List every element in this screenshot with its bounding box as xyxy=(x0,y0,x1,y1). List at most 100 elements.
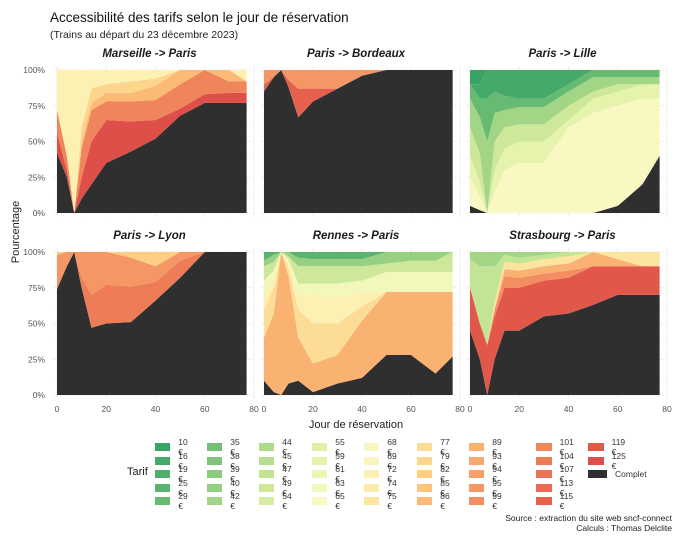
legend-key xyxy=(259,470,275,479)
area-95-paris-lyon xyxy=(57,252,247,295)
panel-title-paris-lyon: Paris -> Lyon xyxy=(113,230,186,242)
legend-label: 86 € xyxy=(440,491,450,512)
x-tick-label: 40 xyxy=(564,404,574,414)
legend-label: 82 € xyxy=(440,464,450,485)
legend-key xyxy=(417,497,433,506)
legend-key xyxy=(588,443,604,451)
area-89-strasbourg-paris xyxy=(470,252,660,345)
legend-item: 82 € xyxy=(417,464,453,484)
legend-label: 38 € xyxy=(230,450,240,471)
legend-label: 25 € xyxy=(178,477,188,498)
legend-key xyxy=(469,497,485,506)
legend-item: 38 € xyxy=(207,451,243,471)
legend-label: 47 € xyxy=(282,464,292,485)
legend-key xyxy=(364,470,380,479)
legend-label: 55 € xyxy=(335,437,345,457)
panel-title-paris-lille: Paris -> Lille xyxy=(528,48,597,60)
area-72-rennes-paris xyxy=(264,252,453,324)
y-tick-label: 100% xyxy=(23,65,45,75)
legend-key xyxy=(312,470,328,479)
panel-title-strasbourg-paris: Strasbourg -> Paris xyxy=(509,230,615,242)
legend-label: 74 € xyxy=(387,477,397,498)
y-tick-label: 100% xyxy=(23,247,45,257)
legend-item: 69 € xyxy=(364,451,400,471)
legend-label: 94 € xyxy=(492,464,502,485)
legend-item: Complet xyxy=(588,468,647,480)
legend-item: 99 € xyxy=(469,491,505,511)
area-72-marseille-paris xyxy=(57,70,247,213)
legend-key xyxy=(417,443,433,451)
legend-key xyxy=(207,470,223,479)
legend-label: 119 € xyxy=(611,437,626,457)
legend-item: 86 € xyxy=(417,491,453,511)
area-42-paris-lille xyxy=(470,77,660,214)
legend-item: 59 € xyxy=(312,451,348,471)
legend-label: 104 € xyxy=(559,450,574,471)
area-89-rennes-paris xyxy=(264,252,453,395)
legend-label: 77 € xyxy=(440,437,450,457)
legend-key xyxy=(312,497,328,506)
chart-subtitle: (Trains au départ du 23 décembre 2023) xyxy=(50,29,239,41)
legend-key xyxy=(417,470,433,479)
legend-item: 54 € xyxy=(259,491,295,511)
legend-item: 125 € xyxy=(588,451,629,471)
legend-title: Tarif xyxy=(127,466,148,478)
area-complet-paris-lyon xyxy=(57,252,247,395)
legend-label: 99 € xyxy=(492,491,502,512)
area-29-paris-lille xyxy=(470,70,660,142)
legend-label: 42 € xyxy=(230,491,240,512)
legend-label: 45 € xyxy=(282,450,292,471)
legend-item: 85 € xyxy=(417,478,453,498)
y-tick-label: 25% xyxy=(28,172,45,182)
legend-item: 19 € xyxy=(155,464,191,484)
area-49-paris-lille xyxy=(470,84,660,213)
legend-label: 95 € xyxy=(492,477,502,498)
area-59-paris-lille xyxy=(470,84,660,213)
legend-item: 35 € xyxy=(207,437,243,457)
legend-label: Complet xyxy=(615,469,647,480)
legend-key xyxy=(155,456,171,465)
area-125-marseille-paris xyxy=(57,92,247,213)
area-16-paris-lille xyxy=(470,70,660,99)
y-tick-label: 75% xyxy=(28,101,45,111)
legend-label: 49 € xyxy=(282,477,292,498)
legend-item: 47 € xyxy=(259,464,295,484)
legend-label: 115 € xyxy=(559,491,574,512)
x-tick-label: 80 xyxy=(662,404,672,414)
legend-label: 79 € xyxy=(440,450,450,471)
legend-key xyxy=(536,470,552,479)
legend-key xyxy=(469,456,485,465)
legend-item: 68 € xyxy=(364,437,400,457)
legend-label: 75 € xyxy=(387,491,397,512)
legend-label: 35 € xyxy=(230,437,240,457)
legend-key xyxy=(469,470,485,479)
area-complet-paris-lille xyxy=(470,155,660,213)
area-75-strasbourg-paris xyxy=(470,252,660,345)
legend-key xyxy=(469,483,485,492)
legend-item: 115 € xyxy=(536,491,577,511)
x-tick-label: 60 xyxy=(613,404,623,414)
panel-title-paris-bordeaux: Paris -> Bordeaux xyxy=(307,48,406,60)
legend-item: 39 € xyxy=(207,464,243,484)
legend-item: 63 € xyxy=(312,478,348,498)
legend-label: 19 € xyxy=(178,464,188,485)
x-axis-title: Jour de réservation xyxy=(309,419,403,431)
credits-line: Calculs : Thomas Delclite xyxy=(576,523,672,533)
legend-key xyxy=(417,483,433,492)
legend-item: 29 € xyxy=(155,491,191,511)
legend-key xyxy=(155,483,171,492)
y-tick-label: 0% xyxy=(33,208,46,218)
legend-item: 55 € xyxy=(312,437,348,457)
chart-title: Accessibilité des tarifs selon le jour d… xyxy=(50,10,349,25)
area-25-rennes-paris xyxy=(264,252,453,261)
legend-key xyxy=(536,497,552,506)
y-tick-label: 25% xyxy=(28,354,45,364)
legend-label: 10 € xyxy=(178,437,188,457)
legend-key xyxy=(536,483,552,492)
legend-item: 79 € xyxy=(417,451,453,471)
legend-item: 25 € xyxy=(155,478,191,498)
area-77-rennes-paris xyxy=(264,252,453,364)
legend-item: 93 € xyxy=(469,451,505,471)
area-104-paris-lyon xyxy=(57,252,247,328)
